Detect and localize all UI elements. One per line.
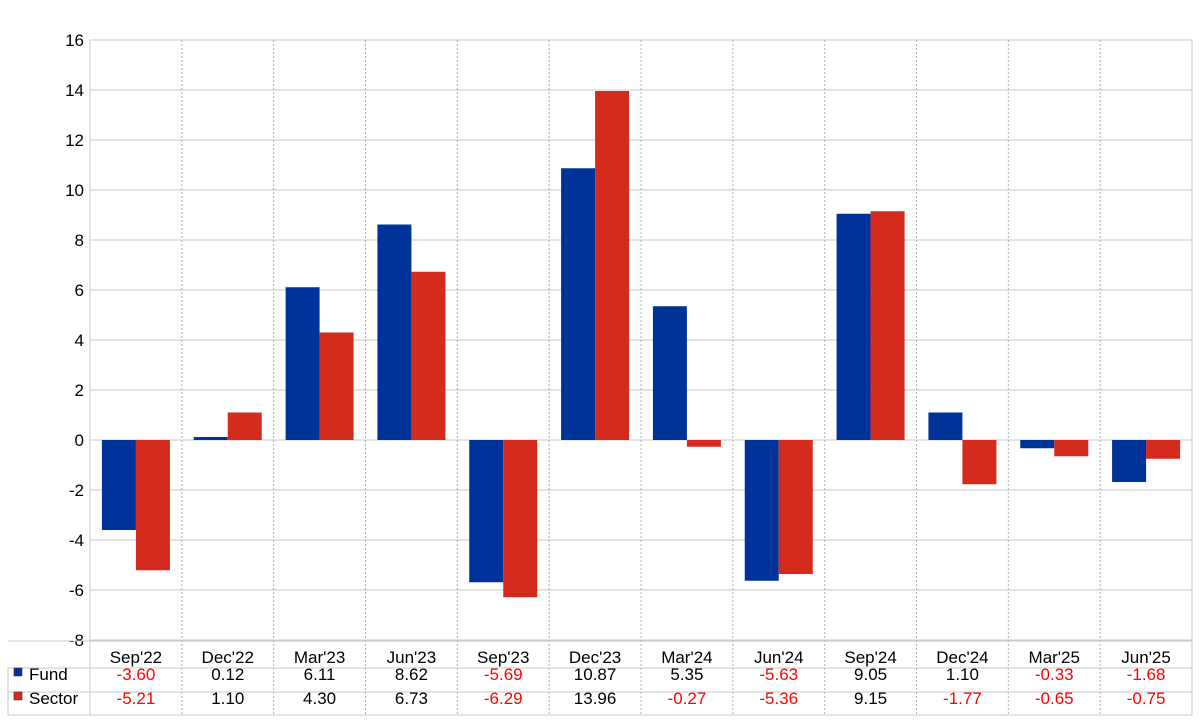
data-label: -1.77 (943, 689, 982, 708)
data-label: 4.30 (303, 689, 336, 708)
y-tick-label: 14 (65, 81, 84, 100)
data-label: 6.11 (304, 665, 336, 684)
legend-swatch-sector (13, 691, 23, 701)
data-label: -0.75 (1127, 689, 1166, 708)
data-label: 1.10 (946, 665, 979, 684)
bar-fund (377, 224, 412, 440)
data-label: 13.96 (574, 689, 617, 708)
bar-fund (1112, 440, 1147, 482)
bar-sector (962, 440, 997, 485)
data-table: Sep'22 Dec'22 Mar'23 Jun'23 Sep'23 Dec'23 Mar'… (7, 640, 1193, 716)
bar-sector (1054, 440, 1089, 457)
data-label: -5.21 (117, 689, 156, 708)
data-label: -0.33 (1035, 665, 1074, 684)
bar-sector (595, 91, 630, 440)
data-label: 9.15 (854, 689, 887, 708)
bar-fund (101, 440, 136, 530)
data-label: 6.73 (395, 689, 428, 708)
legend-swatch-fund (13, 667, 23, 677)
data-label: -0.27 (668, 689, 707, 708)
category-label: Sep'22 (110, 648, 162, 667)
category-label: Sep'24 (844, 648, 896, 667)
bar-sector (686, 440, 721, 447)
data-label: 0.12 (211, 665, 244, 684)
bar-fund (561, 168, 596, 440)
category-label: Sep'23 (477, 648, 529, 667)
data-label: 10.87 (574, 665, 617, 684)
y-tick-label: -6 (69, 581, 84, 600)
bar-fund (652, 306, 687, 440)
category-label: Jun'24 (754, 648, 804, 667)
data-label: -6.29 (484, 689, 523, 708)
y-tick-label: 12 (65, 131, 84, 150)
bar-fund (1020, 440, 1055, 449)
category-label: Dec'22 (202, 648, 254, 667)
y-tick-label: 2 (75, 381, 84, 400)
bar-fund (744, 440, 779, 581)
category-label: Dec'23 (569, 648, 621, 667)
bar-sector (319, 332, 354, 440)
bar-fund (836, 213, 871, 440)
y-tick-label: 0 (75, 431, 84, 450)
category-label: Mar'23 (294, 648, 345, 667)
bar-sector (411, 271, 446, 440)
data-label: -5.63 (759, 665, 798, 684)
y-tick-label: 10 (65, 181, 84, 200)
bar-sector (503, 440, 538, 598)
bar-sector (870, 211, 905, 440)
y-tick-label: -2 (69, 481, 84, 500)
y-tick-label: 16 (65, 31, 84, 50)
y-tick-label: 6 (75, 281, 84, 300)
y-tick-label: -4 (69, 531, 84, 550)
bar-fund (469, 440, 504, 583)
bar-sector (778, 440, 813, 574)
bar-sector (1146, 440, 1181, 459)
data-label: -0.65 (1035, 689, 1074, 708)
bar-fund (193, 437, 228, 440)
data-label: -1.68 (1127, 665, 1166, 684)
y-tick-label: 4 (75, 331, 84, 350)
data-label: -5.69 (484, 665, 523, 684)
category-label: Jun'25 (1121, 648, 1171, 667)
category-label: Jun'23 (387, 648, 437, 667)
data-label: 1.10 (211, 689, 244, 708)
data-label: -3.60 (117, 665, 156, 684)
bar-sector (227, 412, 262, 440)
category-label: Mar'25 (1029, 648, 1080, 667)
data-label: 9.05 (854, 665, 887, 684)
data-label: 8.62 (395, 665, 428, 684)
data-label: 5.35 (670, 665, 703, 684)
y-tick-label: 8 (75, 231, 84, 250)
series-label-sector: Sector (29, 689, 78, 708)
bar-sector (135, 440, 170, 571)
gridlines (89, 39, 1193, 715)
bars (101, 91, 1181, 598)
bar-fund (928, 412, 963, 440)
data-label: -5.36 (759, 689, 798, 708)
category-label: Mar'24 (661, 648, 712, 667)
series-label-fund: Fund (29, 665, 68, 684)
bar-fund (285, 287, 320, 440)
category-label: Dec'24 (936, 648, 988, 667)
